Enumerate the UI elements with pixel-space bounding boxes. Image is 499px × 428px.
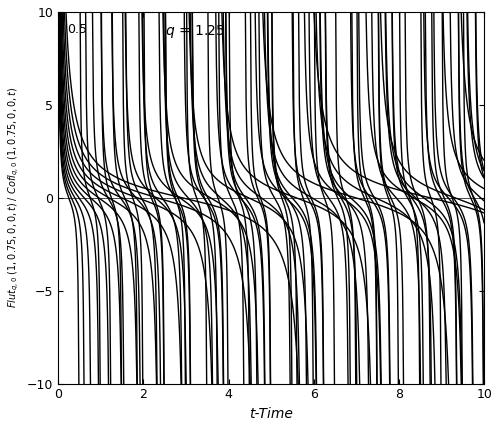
Text: $q$ = 1.25: $q$ = 1.25 [165,23,225,40]
X-axis label: t-Time: t-Time [249,407,293,421]
Y-axis label: $Flut_{q,0}$ $(1,0.75,0,0,t)$ / $Cofl_{q,0}$ $(1,0.75,0,0,t)$: $Flut_{q,0}$ $(1,0.75,0,0,t)$ / $Cofl_{q… [7,87,21,308]
Text: 0.5: 0.5 [67,23,87,36]
